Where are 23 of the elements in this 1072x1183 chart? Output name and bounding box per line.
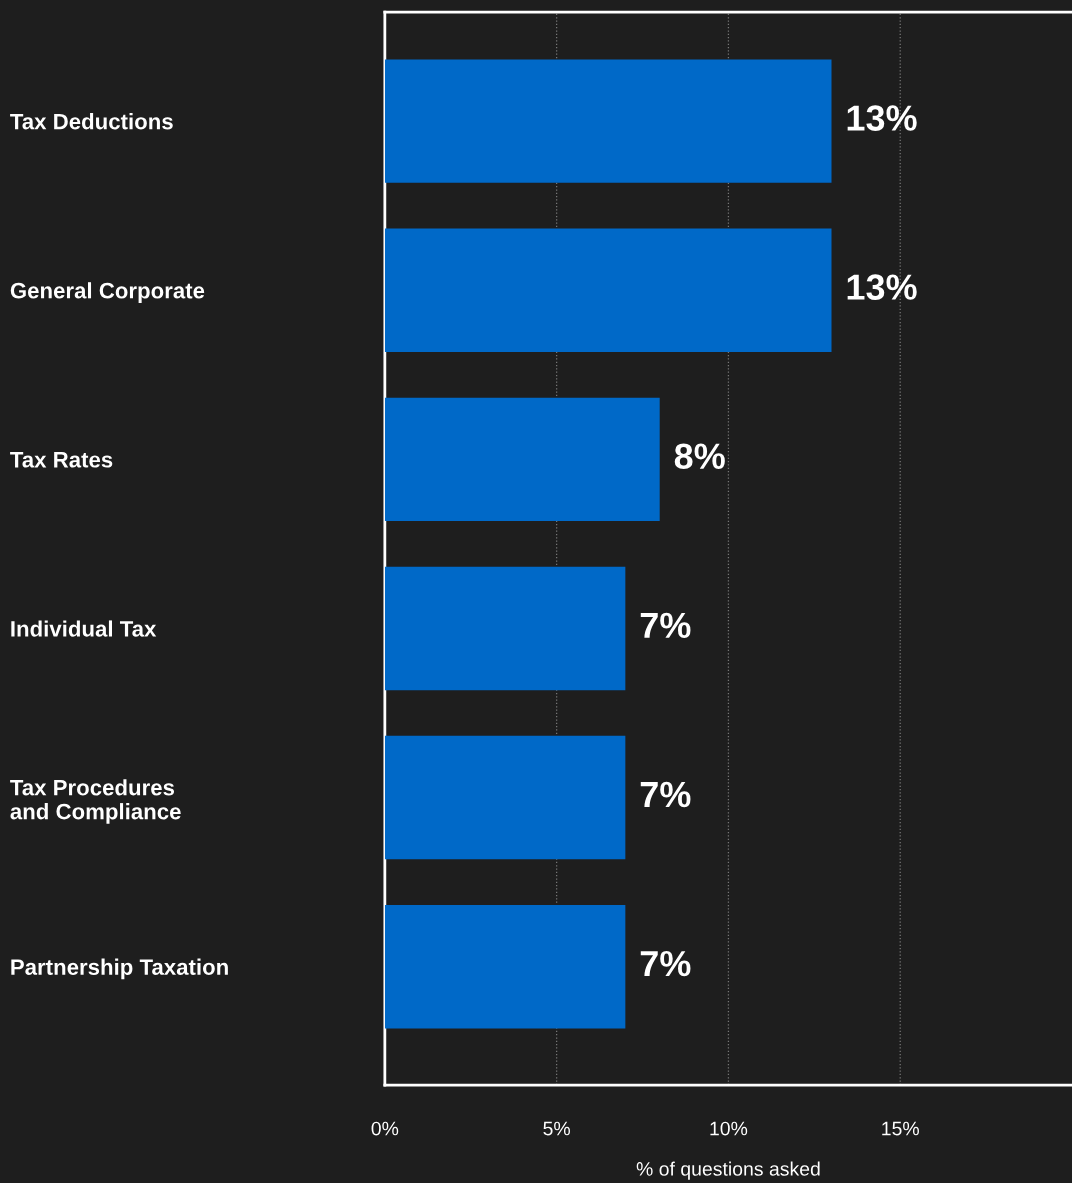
bar xyxy=(384,566,626,691)
y-tick-label: Tax Deductions xyxy=(10,113,173,130)
x-tick-label: 5% xyxy=(543,1121,570,1136)
data-label: 13% xyxy=(847,274,917,300)
x-axis-title: % of questions asked xyxy=(636,1161,820,1180)
data-label: 7% xyxy=(640,781,691,808)
y-tick-label: Partnership Taxation xyxy=(11,958,228,980)
y-tick-label: Tax Rates xyxy=(10,452,113,468)
y-tick-label: Tax Procedures and Compliance xyxy=(10,779,181,824)
x-tick-label: 10% xyxy=(710,1121,748,1136)
bar xyxy=(384,59,832,183)
x-tick-label: 15% xyxy=(882,1121,919,1136)
y-tick-label: Individual Tax xyxy=(11,620,157,637)
bar xyxy=(384,904,626,1029)
y-tick-label: General Corporate xyxy=(10,282,205,303)
bar xyxy=(384,397,660,522)
data-label: 8% xyxy=(674,443,725,470)
data-label: 13% xyxy=(847,105,917,131)
data-label: 7% xyxy=(640,950,691,977)
bar xyxy=(384,228,832,352)
x-tick-label: 0% xyxy=(371,1121,399,1136)
data-label: 7% xyxy=(640,612,691,639)
bar xyxy=(384,735,626,860)
